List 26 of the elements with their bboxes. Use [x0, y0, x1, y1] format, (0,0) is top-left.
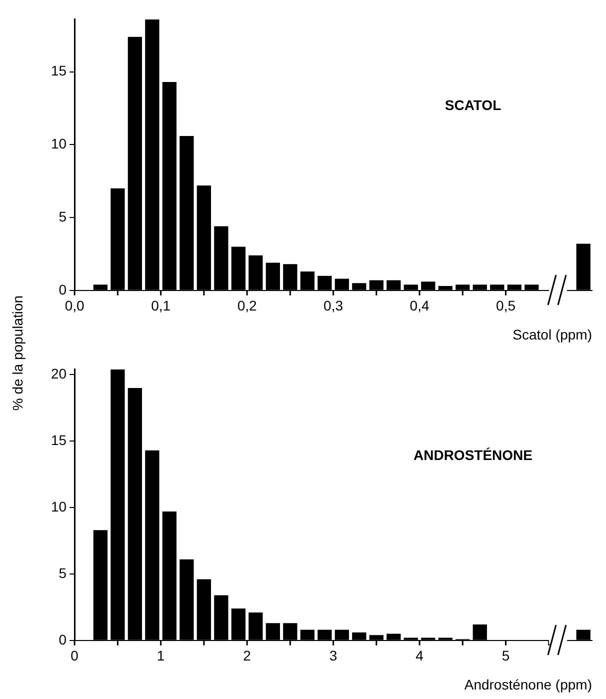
- y-tick-label: 15: [50, 62, 67, 79]
- y-tick-label: 15: [50, 432, 67, 448]
- y-axis-title: % de la population: [10, 295, 26, 411]
- x-axis-title: Androsténone (ppm): [464, 676, 592, 692]
- x-tick-label: 5: [502, 648, 510, 664]
- y-tick-label: 5: [58, 208, 67, 224]
- y-tick-label: 0: [58, 631, 67, 648]
- x-tick-label: 0,5: [496, 298, 516, 314]
- x-tick-label: 3: [329, 648, 338, 664]
- y-tick-label: 5: [58, 564, 67, 581]
- x-tick-label: 0: [70, 648, 79, 664]
- x-tick-label: 0,0: [64, 298, 85, 314]
- x-tick-label: 4: [416, 648, 424, 664]
- x-tick-label: 2: [243, 648, 252, 664]
- x-axis-title: Scatol (ppm): [512, 326, 592, 342]
- x-tick-label: 0,4: [410, 298, 430, 314]
- y-tick-label: 20: [50, 366, 67, 382]
- x-tick-label: 0,3: [324, 298, 344, 314]
- x-tick-label: 1: [156, 648, 165, 664]
- y-tick-label: 0: [58, 281, 67, 298]
- x-tick-label: 0,2: [237, 298, 257, 314]
- text: ANDROSTÉNONE: [413, 446, 532, 463]
- x-tick-label: 0,1: [151, 298, 171, 314]
- y-tick-label: 10: [50, 136, 67, 152]
- text: SCATOL: [444, 96, 502, 113]
- y-tick-label: 10: [50, 498, 67, 514]
